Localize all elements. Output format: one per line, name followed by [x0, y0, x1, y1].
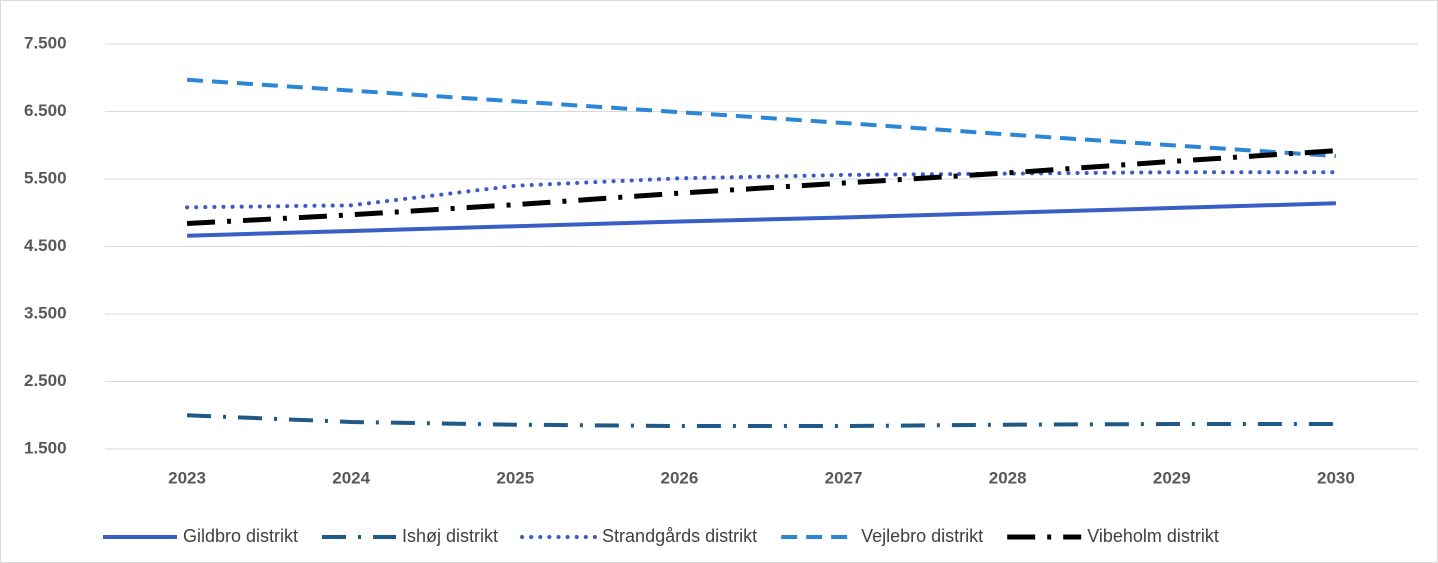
y-tick-label: 2.500 — [24, 371, 67, 390]
x-tick-label: 2029 — [1153, 468, 1191, 487]
y-tick-label: 6.500 — [24, 101, 67, 120]
x-tick-label: 2028 — [989, 468, 1027, 487]
legend-label: Vibeholm distrikt — [1087, 526, 1219, 546]
legend-label: Vejlebro distrikt — [861, 526, 983, 546]
series-line — [187, 201, 1336, 238]
x-tick-label: 2023 — [168, 468, 206, 487]
x-tick-label: 2027 — [825, 468, 863, 487]
y-tick-label: 5.500 — [24, 168, 67, 187]
series-line — [186, 77, 1337, 159]
x-tick-label: 2026 — [661, 468, 699, 487]
legend-label: Ishøj distrikt — [402, 526, 498, 546]
y-tick-label: 4.500 — [24, 236, 67, 255]
series-line — [186, 413, 1336, 429]
x-tick-label: 2025 — [496, 468, 534, 487]
series-line — [185, 170, 1338, 210]
x-tick-label: 2024 — [332, 468, 370, 487]
legend-label: Gildbro distrikt — [183, 526, 298, 546]
y-tick-label: 1.500 — [24, 438, 67, 457]
legend-label: Strandgårds distrikt — [602, 526, 757, 546]
series-line — [186, 148, 1337, 227]
y-tick-label: 3.500 — [24, 303, 67, 322]
x-tick-label: 2030 — [1317, 468, 1355, 487]
y-tick-label: 7.500 — [24, 33, 67, 52]
